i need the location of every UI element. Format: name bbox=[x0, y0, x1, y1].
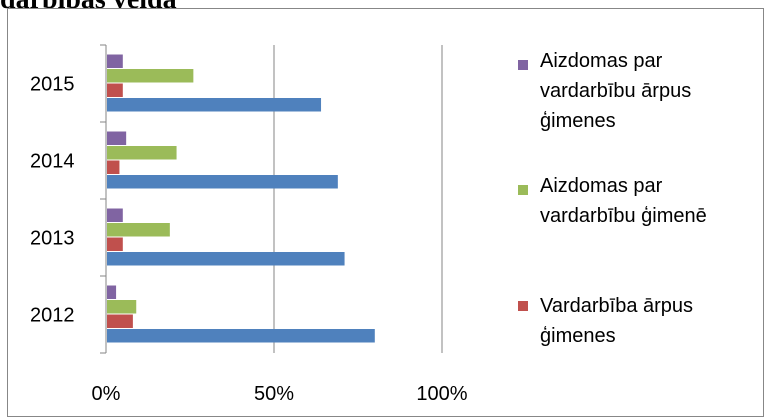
bar bbox=[107, 329, 375, 343]
legend-label: Aizdomas par vardarbību ārpus ģimenes bbox=[540, 50, 692, 132]
bar bbox=[107, 54, 123, 68]
legend-label: Vardarbība ārpus ģimenes bbox=[540, 295, 694, 347]
bar bbox=[107, 131, 127, 145]
x-tick-label: 50% bbox=[254, 383, 294, 405]
bar bbox=[107, 69, 194, 83]
bar bbox=[107, 208, 123, 222]
bar bbox=[107, 146, 177, 160]
bar bbox=[107, 314, 133, 328]
y-tick-label: 2012 bbox=[30, 305, 75, 327]
bar bbox=[107, 175, 338, 189]
legend-swatch bbox=[518, 60, 528, 70]
y-tick-label: 2013 bbox=[30, 228, 75, 250]
x-tick-label: 100% bbox=[416, 383, 467, 405]
bar bbox=[107, 160, 120, 174]
legend-swatch bbox=[518, 185, 528, 195]
y-tick-label: 2015 bbox=[30, 74, 75, 96]
legend-swatch bbox=[518, 301, 528, 311]
bar bbox=[107, 252, 345, 266]
x-tick-label: 0% bbox=[92, 383, 121, 405]
bar bbox=[107, 223, 170, 237]
bar bbox=[107, 98, 322, 112]
y-tick-label: 2014 bbox=[30, 151, 75, 173]
bar bbox=[107, 83, 123, 97]
legend-label: Aizdomas par vardarbību ģimenē bbox=[540, 175, 707, 227]
bar bbox=[107, 300, 137, 314]
bar bbox=[107, 285, 117, 299]
bar bbox=[107, 237, 123, 251]
